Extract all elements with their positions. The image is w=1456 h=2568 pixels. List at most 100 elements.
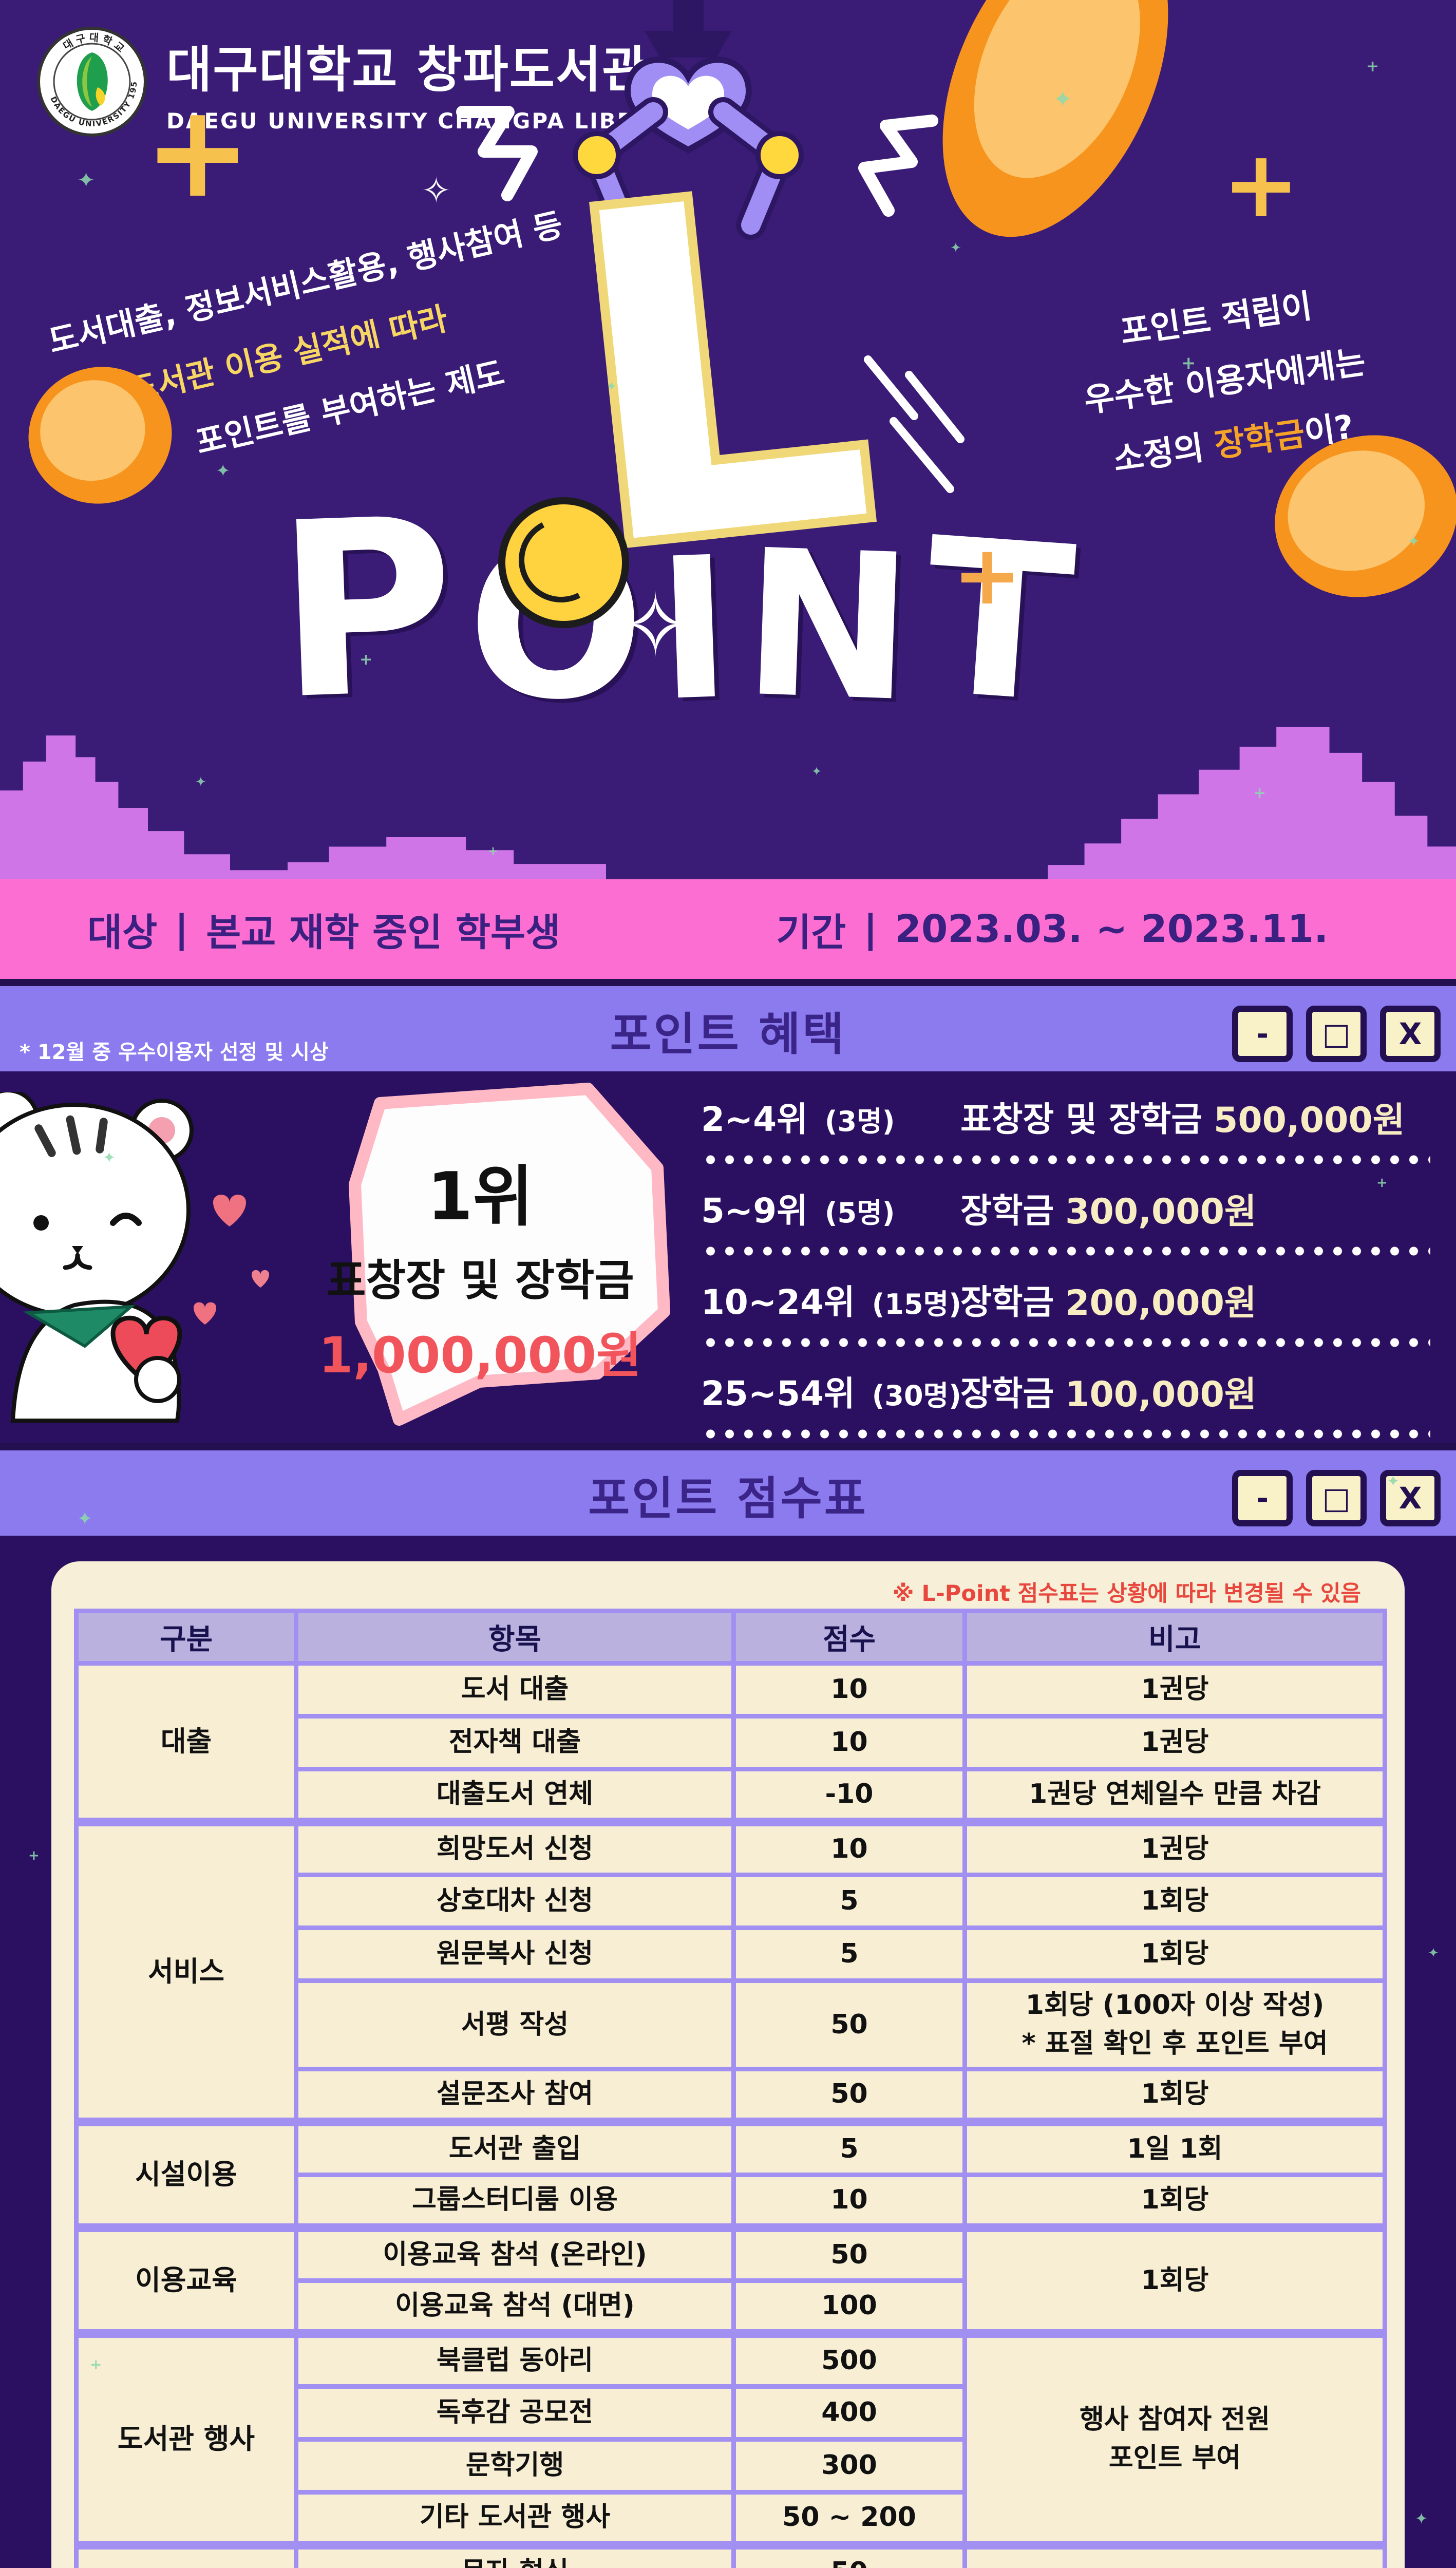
first-prize-rank: 1위 (427, 1159, 534, 1235)
period-value: 2023.03. ~ 2023.11. (895, 907, 1329, 951)
star-icon: + (1253, 784, 1266, 802)
minimize-button[interactable]: - (1232, 1006, 1293, 1062)
speed-lines-icon (864, 355, 965, 493)
cell-score: 500 (731, 2329, 967, 2389)
cell-score: -10 (731, 1767, 967, 1824)
cell-score: 100 (731, 2278, 967, 2336)
prize-amount: 100,000원 (1065, 1374, 1257, 1415)
cell-score: 5 (731, 1873, 967, 1930)
cell-item: 문자 형식 (294, 2540, 736, 2568)
cell-score: 10 (731, 2172, 967, 2230)
cell-item: 문학기행 (294, 2437, 736, 2495)
cell-item: 서평 작성 (294, 1978, 736, 2071)
target-group: 대상 | 본교 재학 중인 학부생 (87, 902, 560, 957)
column-header: 비고 (962, 1609, 1387, 1666)
table-row: 이용교육 참석 (대면) 100 (77, 2278, 1385, 2336)
zigzag-icon (456, 106, 538, 201)
cell-item: 희망도서 신청 (294, 1818, 736, 1877)
star-icon: ✦ (195, 775, 206, 790)
cell-item: 기타 도서관 행사 (294, 2489, 736, 2547)
benefits-title: 포인트 혜택 (610, 1008, 846, 1061)
prize-row: 25~54위 (30명) 장학금 100,000원 (701, 1355, 1435, 1427)
dotted-divider (701, 1428, 1430, 1440)
prize-amount: 500,000원 (1214, 1100, 1405, 1141)
column-header: 점수 (731, 1609, 967, 1666)
prize-row: 5~9위 (5명) 장학금 300,000원 (701, 1172, 1435, 1244)
cell-item: 북클럽 동아리 (294, 2329, 736, 2389)
first-prize-amount: 1,000,000원 (318, 1327, 642, 1384)
minimize-button[interactable]: - (1232, 1470, 1293, 1526)
star-icon: + (1366, 58, 1379, 75)
star-icon: + (28, 1848, 40, 1863)
star-icon: ✦ (216, 461, 231, 481)
cell-category: 서비스 (74, 1818, 298, 2124)
star-icon: ✦ (103, 1149, 116, 1167)
score-table-body: 대출 도서 대출 10 1권당 전자책 대출 10 1권당 대출도서 연체 -10 1권당 연체일… (74, 1661, 1387, 2568)
cell-score: 10 (731, 1714, 967, 1771)
scholarship-highlight: 장학금 (1212, 414, 1308, 465)
star-icon: ✦ (811, 764, 822, 779)
cell-item: 이용교육 참석 (온라인) (294, 2223, 736, 2283)
prize-amount: 300,000원 (1065, 1191, 1257, 1232)
window-controls: - □ X (1232, 1006, 1441, 1062)
cell-category: 대출 (74, 1661, 298, 1824)
tiger-mascot (0, 1092, 269, 1423)
cell-score: 50 (731, 2223, 967, 2283)
first-prize-desc: 표창장 및 장학금 (326, 1255, 634, 1306)
table-row: 기타 도서관 행사 50 ~ 200 (77, 2489, 1385, 2547)
star-icon: + (360, 651, 373, 669)
maximize-button[interactable]: □ (1306, 1470, 1367, 1526)
star-icon: ✦ (1387, 1472, 1400, 1490)
prize-rank: 10~24위 (15명) (701, 1282, 961, 1322)
target-label: 대상 (87, 910, 158, 955)
cell-score: 50 (731, 1978, 967, 2071)
prize-desc: 장학금 (960, 1282, 1054, 1322)
close-button[interactable]: X (1380, 1006, 1441, 1062)
table-row: 도서관 행사 북클럽 동아리 500 행사 참여자 전원 포인트 부여 (74, 2329, 1387, 2547)
pixel-mountain (0, 735, 329, 880)
star-icon: ✦ (950, 240, 961, 256)
column-header: 항목 (294, 1609, 736, 1666)
table-row: 시설이용 도서관 출입 5 1일 1회 (74, 2117, 1387, 2230)
star-icon: ✦ (77, 167, 96, 193)
prize-desc: 표창장 및 장학금 (960, 1100, 1202, 1139)
star-icon: ✦ (1407, 533, 1421, 551)
maximize-button[interactable]: □ (1306, 1006, 1367, 1062)
star-icon: ✦ (1428, 1946, 1439, 1961)
table-row: 상호대차 신청 5 1회당 (77, 1873, 1387, 1930)
cell-note: 1회당 (962, 2066, 1387, 2124)
target-value: 본교 재학 중인 학부생 (206, 910, 561, 955)
zigzag-icon (858, 115, 938, 217)
table-row: 이용교육 이용교육 참석 (온라인) 50 1회당 (74, 2223, 1387, 2336)
logo-subtitle: DAEGU UNIVERSITY CHANGPA LIBRARY (166, 108, 688, 134)
cell-note: 행사 참여자 전원 포인트 부여 (962, 2329, 1387, 2547)
cell-note: 1권당 (962, 1818, 1387, 1877)
prize-rank: 5~9위 (5명) (701, 1191, 895, 1231)
score-table-head: 구분 항목 점수 비고 (74, 1609, 1387, 1666)
cell-score: 400 (731, 2384, 967, 2442)
first-prize-bubble: 1위 표창장 및 장학금 1,000,000원 (280, 1082, 680, 1436)
divider: | (863, 907, 878, 951)
cell-category: 도서관 행사 (74, 2329, 298, 2547)
benefits-note: * 12월 중 우수이용자 선정 및 시상 (20, 1041, 329, 1064)
cell-note: 1권당 (962, 1661, 1387, 1719)
benefits-window-bar: 포인트 혜택 * 12월 중 우수이용자 선정 및 시상 - □ X (0, 979, 1456, 1071)
plus-icon: + (144, 77, 252, 226)
score-window-bar: 포인트 점수표 - □ X (0, 1443, 1456, 1536)
point-letter: P (272, 466, 459, 753)
score-panel: ※ L-Point 점수표는 상황에 따라 변경될 수 있음 구분 항목 점수 비고 … (51, 1561, 1405, 2568)
cell-item: 도서관 출입 (294, 2117, 736, 2177)
period-label: 기간 (776, 910, 846, 955)
table-row: 독후감 공모전 400 (77, 2384, 1385, 2442)
pixel-mountain (1048, 727, 1456, 880)
table-row: 서평 작성 50 1회당 (100자 이상 작성) * 표절 확인 후 포인트 부여 (77, 1978, 1387, 2071)
hero-section: 대구대학교 DAEGU UNIVERSITY 1956 대구대학교 창파도서관 … (0, 0, 1456, 979)
cell-item: 상호대차 신청 (294, 1873, 736, 1930)
table-row: 문학기행 300 (77, 2437, 1385, 2495)
close-button[interactable]: X (1380, 1470, 1441, 1526)
period-group: 기간 | 2023.03. ~ 2023.11. (776, 902, 1328, 957)
star-icon: + (1181, 353, 1196, 373)
dotted-divider (701, 1245, 1430, 1257)
cell-item: 독후감 공모전 (294, 2384, 736, 2442)
cell-note: 1권당 (962, 1714, 1387, 1771)
